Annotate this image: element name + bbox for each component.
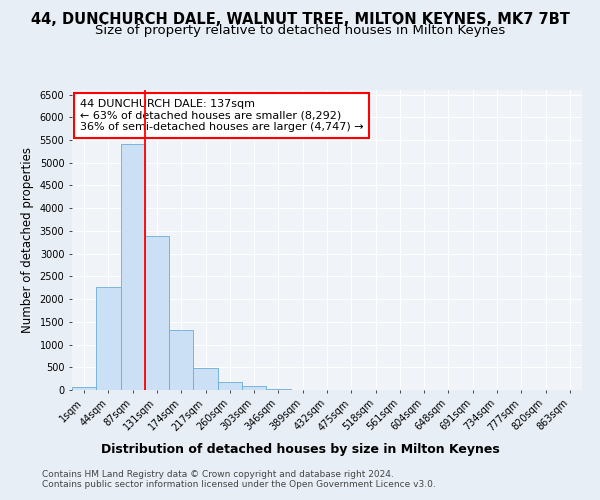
Bar (72, 386, 96, 390)
Text: Contains HM Land Registry data © Crown copyright and database right 2024.: Contains HM Land Registry data © Crown c… (42, 470, 394, 479)
Bar (169, 330, 193, 390)
Bar (121, 144, 145, 390)
Bar (218, 382, 242, 390)
Y-axis label: Number of detached properties: Number of detached properties (21, 147, 34, 333)
Text: Size of property relative to detached houses in Milton Keynes: Size of property relative to detached ho… (95, 24, 505, 37)
Bar (266, 389, 290, 390)
Bar (193, 368, 218, 390)
Bar (96, 287, 121, 390)
Text: Distribution of detached houses by size in Milton Keynes: Distribution of detached houses by size … (101, 442, 499, 456)
Text: Contains public sector information licensed under the Open Government Licence v3: Contains public sector information licen… (42, 480, 436, 489)
Bar (242, 386, 266, 390)
Text: 44, DUNCHURCH DALE, WALNUT TREE, MILTON KEYNES, MK7 7BT: 44, DUNCHURCH DALE, WALNUT TREE, MILTON … (31, 12, 569, 28)
Text: 44 DUNCHURCH DALE: 137sqm
← 63% of detached houses are smaller (8,292)
36% of se: 44 DUNCHURCH DALE: 137sqm ← 63% of detac… (80, 99, 363, 132)
Bar (145, 236, 169, 390)
